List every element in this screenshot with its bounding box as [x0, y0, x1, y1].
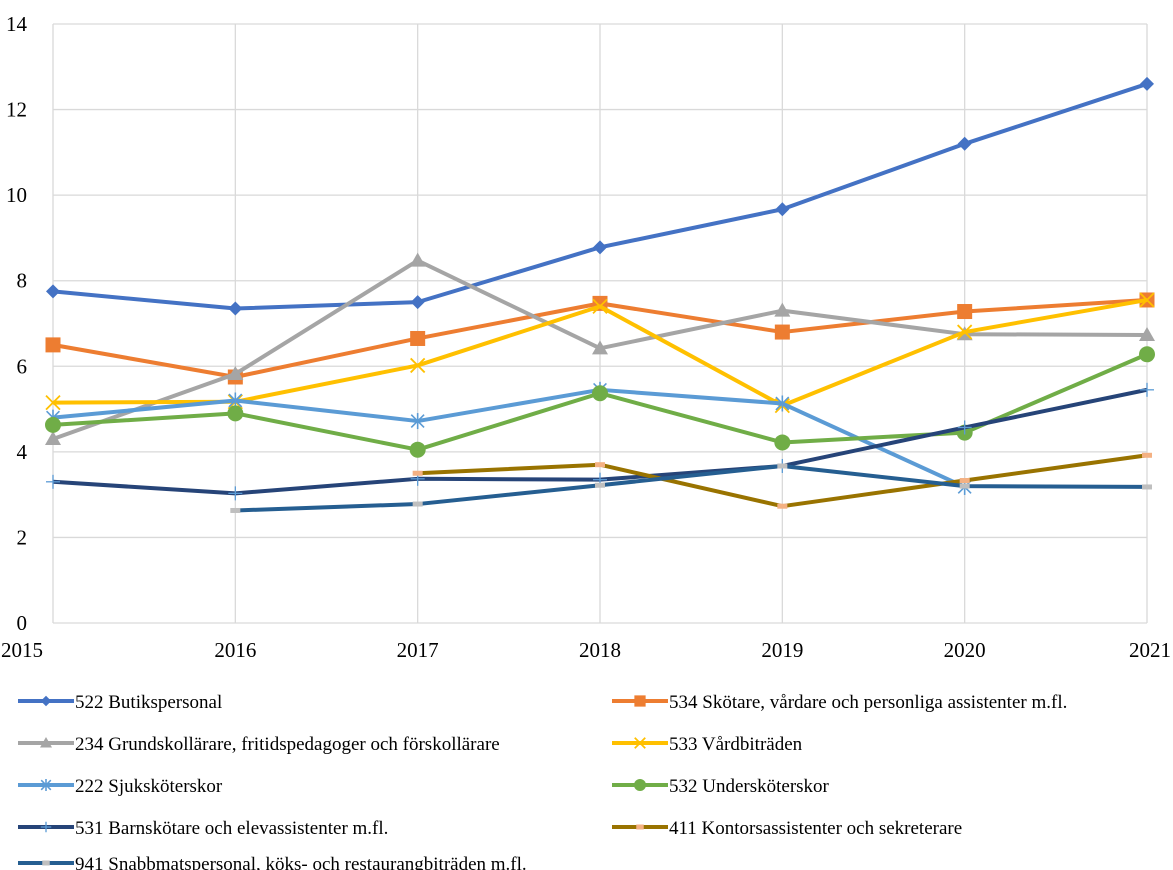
grid [52, 23, 1148, 624]
circle-marker [409, 441, 426, 458]
x-tick-label: 2016 [214, 638, 256, 662]
legend-item: 532 Undersköterskor [612, 776, 830, 797]
asterisk-marker [40, 779, 52, 791]
triangle-marker [227, 365, 244, 380]
x-axis: 2015 2016 2017 2018 2019 2020 2021 [1, 638, 1171, 662]
dash-marker [595, 482, 605, 488]
series-line [52, 387, 966, 489]
x-marker [1139, 292, 1155, 308]
y-axis: 0 2 4 6 8 10 12 14 [6, 12, 28, 635]
legend-item: 234 Grundskollärare, fritidspedagoger oc… [18, 734, 500, 755]
dash-marker [42, 860, 50, 866]
triangle-marker [409, 252, 426, 267]
triangle-marker [774, 302, 791, 317]
legend-item: 533 Vårdbiträden [612, 734, 803, 755]
legend-label: 533 Vårdbiträden [669, 734, 803, 755]
x-marker [634, 737, 646, 749]
triangle-marker [1139, 327, 1155, 342]
y-tick-label: 10 [6, 183, 27, 207]
diamond-marker [46, 284, 60, 299]
dash-marker [777, 463, 788, 469]
triangle-marker [592, 340, 608, 355]
circle-marker [774, 434, 791, 451]
legend-label: 941 Snabbmatspersonal, köks- och restaur… [75, 854, 527, 870]
asterisk-marker [410, 413, 425, 430]
x-marker [592, 298, 608, 315]
legend-item: 522 Butikspersonal [18, 692, 222, 713]
triangle-marker [40, 737, 52, 748]
legend-item: 941 Snabbmatspersonal, köks- och restaur… [18, 854, 527, 870]
legend-item: 411 Kontorsassistenter och sekreterare [612, 818, 962, 839]
legend-item: 222 Sjuksköterskor [18, 776, 223, 797]
x-marker [410, 357, 426, 374]
diamond-marker [40, 695, 52, 707]
legend-label: 234 Grundskollärare, fritidspedagoger oc… [75, 734, 500, 755]
y-tick-label: 2 [17, 525, 28, 549]
dash-marker [412, 470, 423, 476]
y-tick-label: 4 [17, 440, 28, 464]
series-1 [46, 76, 1154, 316]
diamond-marker [957, 136, 972, 151]
plus-marker [40, 821, 52, 833]
square-marker [957, 304, 973, 320]
circle-marker [227, 405, 244, 422]
series-8 [412, 452, 1152, 509]
plus-marker [957, 420, 972, 435]
square-marker [410, 330, 426, 346]
dash-marker [230, 507, 241, 513]
dash-marker [777, 503, 788, 509]
triangle-marker [45, 431, 61, 446]
plus-marker [46, 474, 60, 489]
x-marker [957, 324, 973, 340]
circle-marker [634, 779, 646, 791]
legend-label: 522 Butikspersonal [75, 692, 222, 713]
diamond-marker [228, 301, 243, 316]
x-tick-label: 2018 [579, 638, 621, 662]
circle-marker [592, 385, 608, 402]
x-tick-label: 2020 [944, 638, 986, 662]
circle-marker [45, 416, 61, 433]
series-group [45, 76, 1155, 513]
dash-marker [636, 824, 644, 830]
x-marker [45, 395, 61, 411]
plus-marker [1140, 382, 1154, 397]
legend-label: 532 Undersköterskor [669, 776, 830, 797]
dash-marker [1142, 484, 1152, 490]
x-tick-label: 2017 [397, 638, 439, 662]
diamond-marker [775, 202, 790, 217]
asterisk-marker [775, 395, 790, 412]
legend-label: 534 Skötare, vårdare och personliga assi… [669, 692, 1067, 713]
diamond-marker [593, 240, 607, 255]
y-tick-label: 6 [17, 354, 28, 378]
series-line [235, 463, 1148, 513]
circle-marker [1139, 346, 1155, 363]
dash-marker [595, 462, 605, 468]
x-tick-label: 2015 [1, 638, 43, 662]
x-tick-label: 2021 [1129, 638, 1171, 662]
y-tick-label: 0 [17, 611, 28, 635]
legend-item: 531 Barnskötare och elevassistenter m.fl… [18, 818, 388, 839]
y-tick-label: 8 [17, 269, 28, 293]
y-tick-label: 14 [6, 12, 28, 36]
dash-marker [1142, 452, 1152, 458]
x-tick-label: 2019 [761, 638, 803, 662]
legend: 522 Butikspersonal 534 Skötare, vårdare o… [18, 692, 1067, 870]
legend-label: 531 Barnskötare och elevassistenter m.fl… [75, 818, 388, 839]
diamond-marker [1140, 76, 1154, 91]
dash-marker [959, 483, 970, 489]
dash-marker [412, 501, 423, 507]
square-marker [45, 337, 61, 353]
legend-item: 534 Skötare, vårdare och personliga assi… [612, 692, 1067, 713]
legend-label: 411 Kontorsassistenter och sekreterare [669, 818, 962, 839]
y-tick-label: 12 [6, 98, 27, 122]
dash-marker [959, 478, 970, 484]
series-9 [230, 463, 1152, 513]
diamond-marker [410, 295, 425, 310]
square-marker [634, 695, 646, 707]
legend-label: 222 Sjuksköterskor [75, 776, 223, 797]
plus-marker [228, 486, 243, 501]
square-marker [774, 324, 790, 340]
